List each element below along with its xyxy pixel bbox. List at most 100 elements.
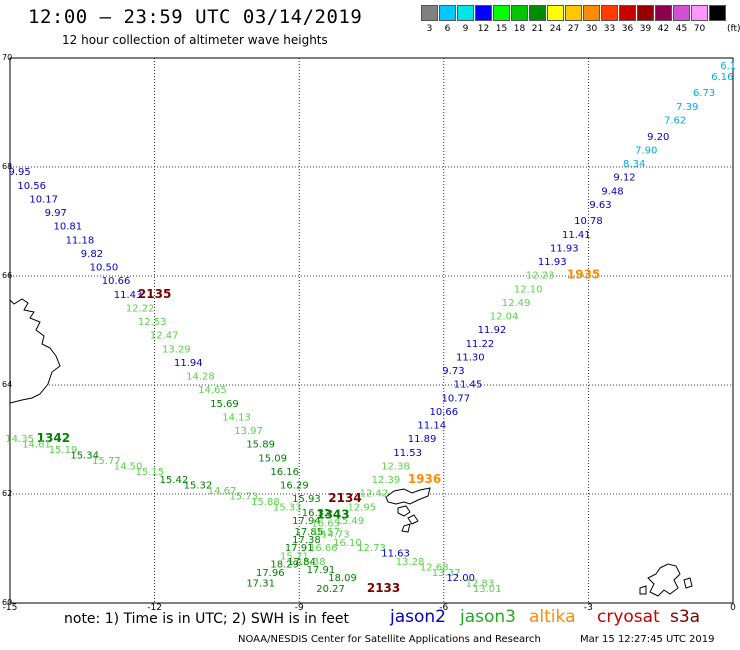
wave-height-value: 15.73 — [229, 491, 258, 502]
wave-height-value: 15.33 — [273, 502, 302, 513]
latitude-tick-label: 66 — [2, 271, 12, 280]
wave-height-value: 12.00 — [446, 573, 475, 584]
pass-time-label: 1342 — [37, 431, 70, 445]
scale-swatch — [547, 5, 564, 21]
mission-legend-s3a: s3a — [670, 607, 701, 627]
wave-height-value: 12.10 — [514, 284, 543, 295]
wave-height-value: 17.91 — [307, 565, 336, 576]
scale-label: 15 — [495, 24, 508, 34]
longitude-tick-label: -3 — [584, 603, 593, 613]
footer-timestamp: Mar 15 12:27:45 UTC 2019 — [580, 634, 715, 645]
wave-height-value: 10.56 — [17, 181, 46, 192]
scale-label: 21 — [531, 24, 544, 34]
wave-height-value: 17.96 — [256, 568, 285, 579]
wave-height-value: 9.97 — [45, 208, 67, 219]
wave-height-value: 12.39 — [372, 475, 401, 486]
axis-tick-labels: 70 68 66 64 62 60-15 -12 -9 -6 -3 0 — [2, 53, 736, 613]
wave-height-value: 9.73 — [442, 366, 464, 377]
land-masses — [9, 298, 693, 597]
wave-height-value: 13.37 — [432, 568, 461, 579]
wave-height-value: 16.10 — [333, 538, 362, 549]
wave-height-value: 9.48 — [601, 186, 623, 197]
latitude-tick-label: 68 — [2, 162, 12, 171]
scale-swatch — [529, 5, 546, 21]
pass-time-label: 1935 — [567, 268, 600, 282]
wave-height-value: 17.91 — [285, 543, 314, 554]
wave-height-value: 11.14 — [417, 421, 446, 432]
wave-height-value: 15.89 — [246, 440, 275, 451]
wave-height-value: 10.17 — [29, 194, 58, 205]
wave-height-value: 12.73 — [357, 543, 386, 554]
wave-height-value: 11.89 — [408, 434, 437, 445]
scale-swatch — [655, 5, 672, 21]
wave-height-value: 15.49 — [335, 516, 364, 527]
longitude-tick-label: -6 — [439, 603, 448, 613]
wave-height-value: 7.62 — [664, 115, 686, 126]
wave-height-value: 11.92 — [478, 325, 507, 336]
wave-height-value: 10.66 — [102, 276, 131, 287]
wave-height-value: 14.28 — [186, 372, 215, 383]
wave-height-value: 9.12 — [613, 173, 635, 184]
page-title: 12:00 — 23:59 UTC 03/14/2019 — [28, 6, 363, 28]
wave-height-value: 11.94 — [174, 358, 203, 369]
scale-swatch — [457, 5, 474, 21]
wave-height-value: 17.31 — [246, 579, 275, 590]
wave-height-labels: 6.16.16 6.73 7.39 7.62 9.20 7.90 8.34 9.12 9.48 9… — [5, 61, 736, 595]
wave-height-value: 12.04 — [490, 312, 519, 323]
wave-height-value: 12.42 — [360, 489, 389, 500]
graticule — [10, 58, 733, 603]
mission-legend-jason2: jason2 — [390, 607, 446, 627]
wave-height-value: 9.95 — [9, 167, 31, 178]
map-frame — [9, 57, 734, 604]
scale-swatch — [439, 5, 456, 21]
scale-swatch — [691, 5, 708, 21]
scale-swatch — [619, 5, 636, 21]
wave-height-value: 11.22 — [466, 339, 495, 350]
wave-height-value: 14.73 — [321, 530, 350, 541]
wave-height-value: 17.38 — [292, 535, 321, 546]
wave-height-value: 14.35 — [5, 434, 34, 445]
scale-label: 9 — [462, 24, 469, 34]
wave-height-value: 17.85 — [295, 527, 324, 538]
wave-height-value: 17.84 — [287, 557, 316, 568]
iceland-east-coast — [9, 298, 61, 404]
wave-height-value: 12.47 — [150, 331, 179, 342]
scale-label: 45 — [675, 24, 688, 34]
legend-note: note: 1) Time is in UTC; 2) SWH is in fe… — [64, 611, 350, 627]
latitude-tick-label: 64 — [2, 380, 12, 389]
wave-height-value: 12.83 — [466, 579, 495, 590]
scale-label: 30 — [585, 24, 598, 34]
longitude-tick-label: -15 — [3, 603, 18, 613]
wave-height-value: 20.27 — [316, 584, 345, 595]
wave-height-value: 6.16 — [711, 72, 733, 83]
wave-height-value: 15.15 — [135, 467, 164, 478]
wave-height-value: 11.18 — [66, 235, 95, 246]
wave-height-value: 15.19 — [49, 445, 78, 456]
longitude-tick-label: -9 — [295, 603, 304, 613]
wave-height-value: 14.65 — [198, 385, 227, 396]
wave-height-value: 11.30 — [456, 352, 485, 363]
wave-height-value: 15.93 — [292, 494, 321, 505]
wave-height-value: 11.41 — [562, 230, 591, 241]
scale-label: 27 — [567, 24, 580, 34]
wave-height-value: 14.67 — [208, 486, 237, 497]
wave-height-value: 17.94 — [292, 516, 321, 527]
wave-height-value: 6.73 — [693, 88, 715, 99]
wave-height-value: 10.50 — [90, 263, 119, 274]
wave-height-value: 6.1 — [720, 61, 736, 72]
wave-height-value: 13.01 — [473, 584, 502, 595]
wave-height-value: 15.71 — [280, 551, 309, 562]
wave-height-value: 15.09 — [258, 453, 287, 464]
scale-swatch — [601, 5, 618, 21]
wave-height-value: 15.69 — [210, 399, 239, 410]
scale-label: 36 — [621, 24, 634, 34]
scale-swatch — [493, 5, 510, 21]
scale-swatch — [475, 5, 492, 21]
shetland-islands — [639, 563, 693, 597]
scale-label: 33 — [603, 24, 616, 34]
latitude-tick-label: 62 — [2, 489, 12, 498]
mission-legend-cryosat: cryosat — [597, 607, 660, 627]
wave-height-value: 10.77 — [442, 393, 471, 404]
scale-label: 3 — [426, 24, 433, 34]
